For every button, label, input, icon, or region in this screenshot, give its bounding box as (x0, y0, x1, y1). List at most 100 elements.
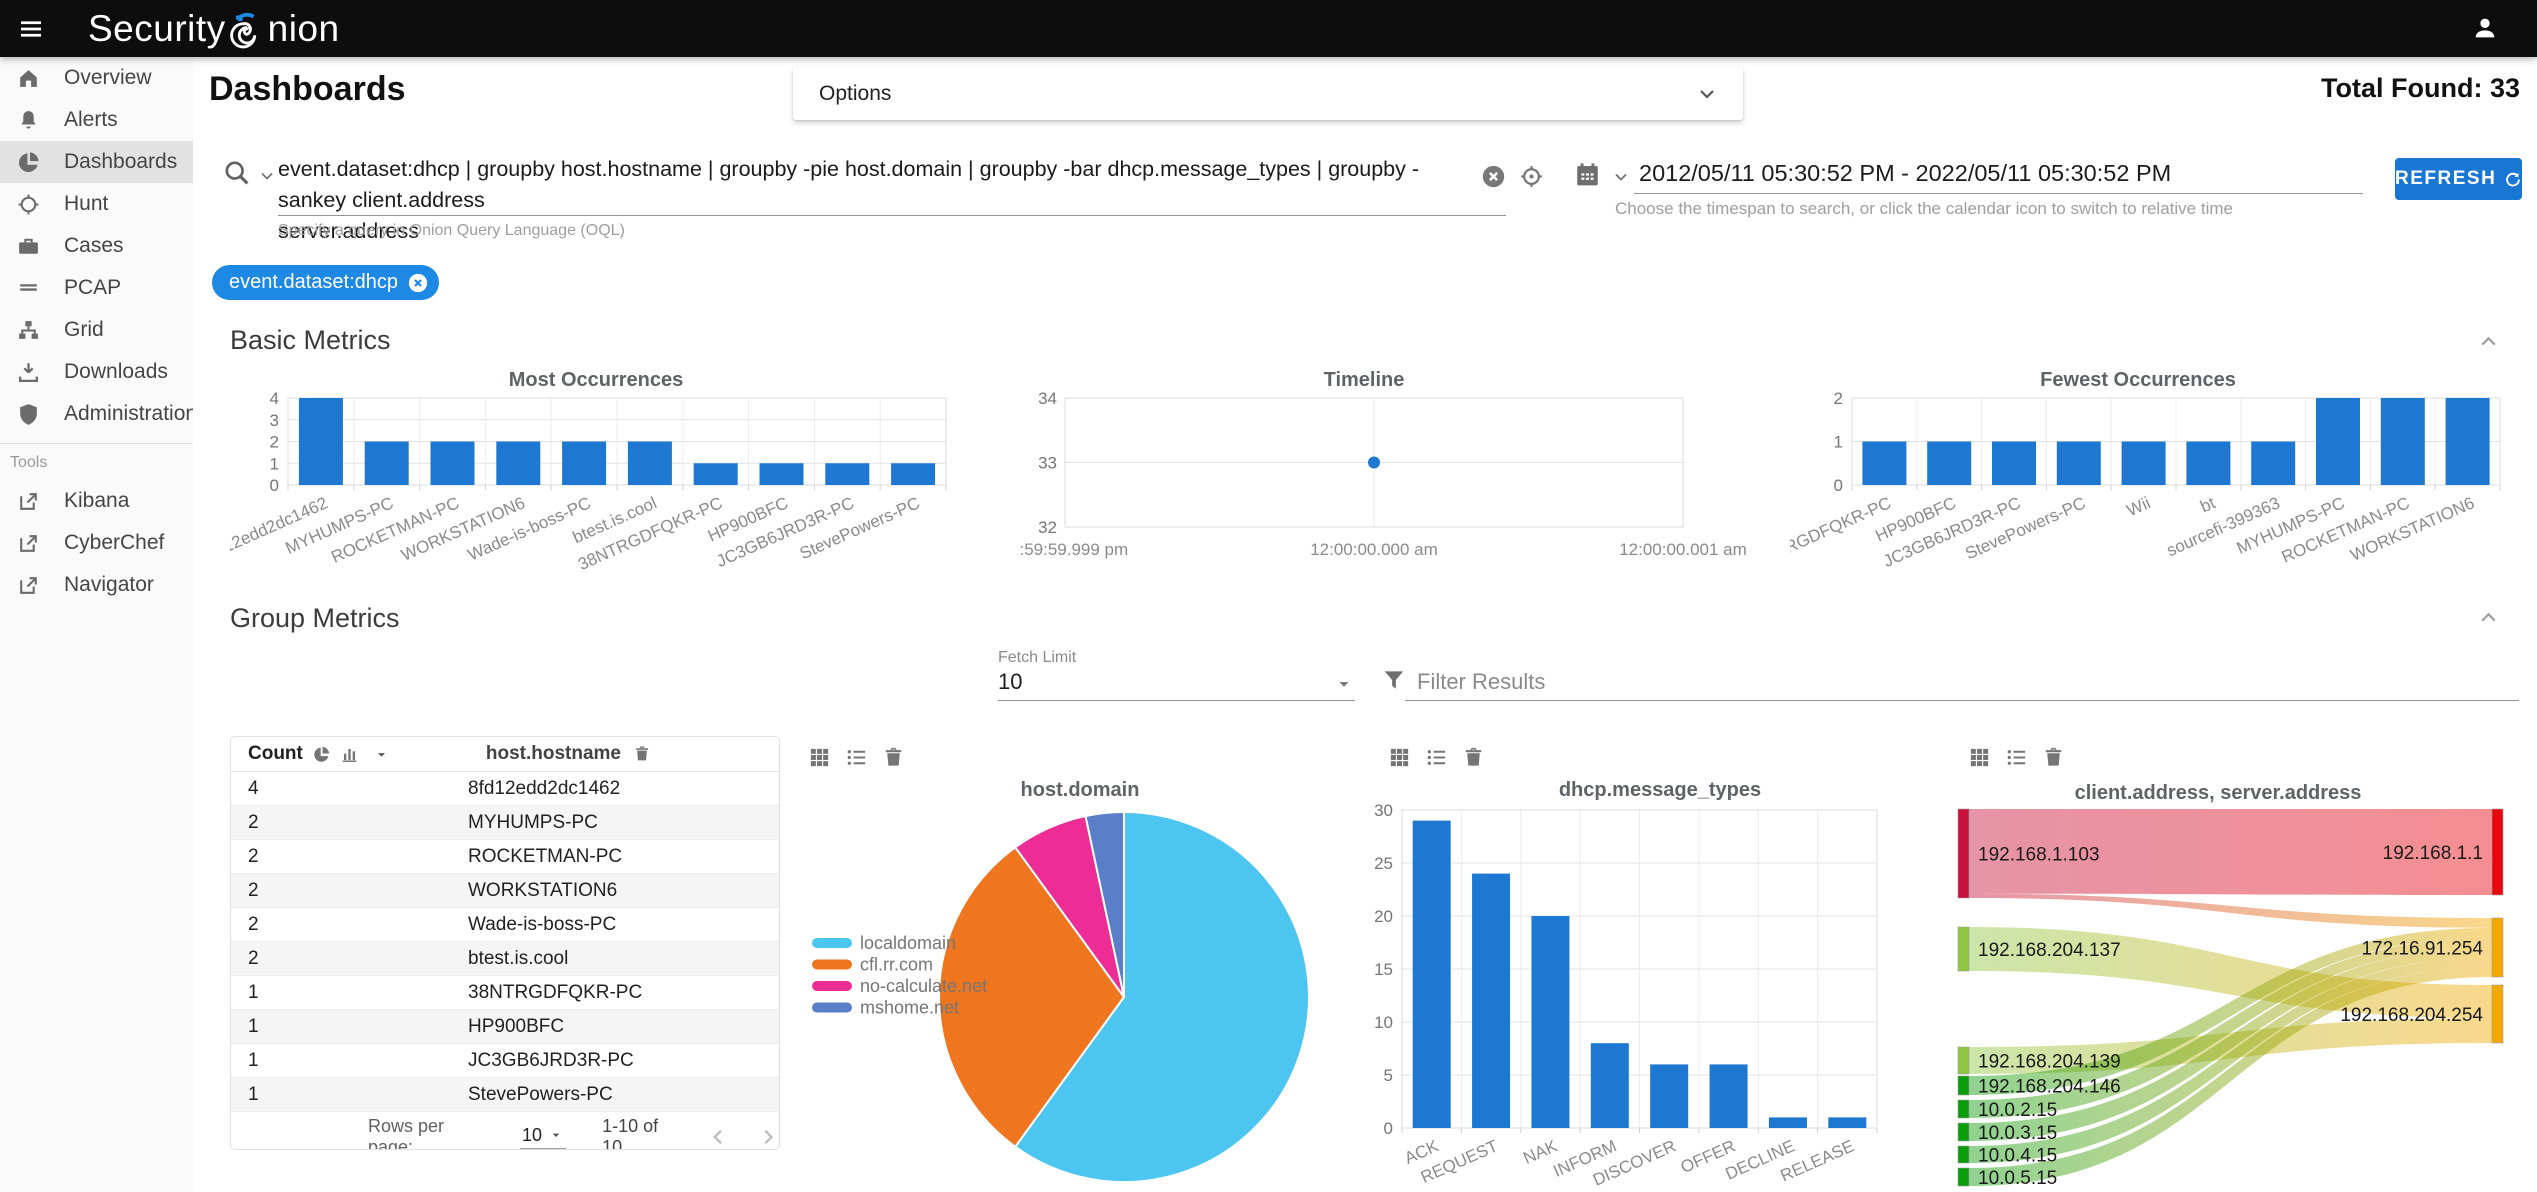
pie-slice[interactable] (1013, 810, 1310, 1183)
group-metrics-collapse-icon[interactable] (2476, 605, 2501, 630)
bar[interactable] (2380, 398, 2425, 485)
sankey-node[interactable] (1957, 926, 1970, 972)
view-as-table-icon[interactable] (1968, 746, 1991, 769)
hostname-column-header[interactable]: host.hostname (485, 743, 621, 764)
pie-slice[interactable] (938, 845, 1126, 1149)
count-column-header[interactable]: Count (248, 743, 303, 764)
bar-chart-toggle-icon[interactable] (340, 745, 359, 764)
bar[interactable] (496, 441, 541, 486)
view-as-list-icon[interactable] (845, 746, 868, 769)
bar[interactable] (1828, 1117, 1867, 1128)
sidebar-item-pcap[interactable]: PCAP (0, 267, 193, 309)
table-row[interactable]: 1 StevePowers-PC (231, 1078, 779, 1112)
bar[interactable] (825, 463, 870, 485)
search-icon[interactable] (222, 158, 251, 187)
bar[interactable] (1862, 441, 1907, 486)
sankey-node[interactable] (2491, 917, 2504, 978)
table-row[interactable]: 2 WORKSTATION6 (231, 874, 779, 908)
table-row[interactable]: 2 btest.is.cool (231, 942, 779, 976)
calendar-icon[interactable] (1573, 160, 1602, 189)
filter-results-input[interactable]: Filter Results (1417, 669, 1546, 694)
sankey-node[interactable] (1957, 1075, 1970, 1096)
table-row[interactable]: 4 8fd12edd2dc1462 (231, 772, 779, 806)
bar[interactable] (1709, 1064, 1748, 1128)
pie-slice[interactable] (1084, 810, 1125, 998)
sidebar-item-cyberchef[interactable]: CyberChef (0, 522, 193, 564)
sidebar-item-overview[interactable]: Overview (0, 57, 193, 99)
sidebar-item-hunt[interactable]: Hunt (0, 183, 193, 225)
bar[interactable] (562, 441, 607, 486)
timespan-range-input[interactable]: 2012/05/11 05:30:52 PM - 2022/05/11 05:3… (1639, 160, 2172, 186)
sidebar-item-downloads[interactable]: Downloads (0, 351, 193, 393)
sankey-node[interactable] (2491, 808, 2504, 896)
sort-caret-icon[interactable] (373, 746, 390, 763)
previous-page-icon[interactable] (707, 1125, 730, 1149)
next-page-icon[interactable] (756, 1125, 779, 1149)
table-row[interactable]: 1 38NTRGDFQKR-PC (231, 976, 779, 1010)
legend-item[interactable]: no-calculate.net (812, 976, 987, 996)
bar[interactable] (430, 441, 475, 486)
remove-panel-trash-icon[interactable] (1462, 746, 1485, 769)
bar[interactable] (891, 463, 936, 485)
actions-target-icon[interactable] (1518, 163, 1545, 190)
bar[interactable] (1472, 873, 1511, 1128)
bar[interactable] (1768, 1117, 1807, 1128)
bar[interactable] (627, 441, 672, 486)
table-row[interactable]: 1 JC3GB6JRD3R-PC (231, 1044, 779, 1078)
sidebar-item-navigator[interactable]: Navigator (0, 564, 193, 606)
sankey-node[interactable] (1957, 1167, 1970, 1187)
fetch-limit-select[interactable]: 10 (998, 669, 1023, 694)
bar[interactable] (2251, 441, 2296, 486)
table-row[interactable]: 2 Wade-is-boss-PC (231, 908, 779, 942)
bar[interactable] (759, 463, 804, 485)
fetch-limit-caret-icon[interactable] (1333, 673, 1355, 695)
sankey-node[interactable] (2491, 984, 2504, 1044)
bar[interactable] (2186, 441, 2231, 486)
bar[interactable] (1650, 1064, 1689, 1128)
bar[interactable] (364, 441, 409, 486)
legend-item[interactable]: cfl.rr.com (812, 955, 933, 975)
sankey-node[interactable] (1957, 1145, 1970, 1164)
query-filter-chip[interactable]: event.dataset:dhcp (212, 265, 440, 300)
sidebar-item-alerts[interactable]: Alerts (0, 99, 193, 141)
sankey-node[interactable] (1957, 1099, 1970, 1119)
options-expansion-panel[interactable]: Options (793, 67, 1743, 120)
query-history-chevron-icon[interactable] (257, 166, 277, 186)
sidebar-item-administration[interactable]: Administration (0, 393, 197, 435)
legend-item[interactable]: localdomain (812, 933, 956, 953)
bar[interactable] (693, 463, 738, 485)
bar[interactable] (1927, 441, 1972, 486)
bar[interactable] (298, 398, 343, 485)
query-text[interactable]: event.dataset:dhcp | groupby host.hostna… (278, 157, 1420, 243)
sidebar-item-grid[interactable]: Grid (0, 309, 193, 351)
sankey-node[interactable] (1957, 1046, 1970, 1075)
bar[interactable] (2445, 398, 2490, 485)
table-row[interactable]: 1 HP900BFC (231, 1010, 779, 1044)
bar[interactable] (1412, 820, 1451, 1128)
bar[interactable] (2316, 398, 2360, 485)
remove-panel-trash-icon[interactable] (2042, 746, 2065, 769)
rows-per-page-select[interactable]: 10 (520, 1125, 567, 1149)
bar[interactable] (1992, 441, 2036, 486)
table-row[interactable]: 2 ROCKETMAN-PC (231, 840, 779, 874)
sidebar-item-cases[interactable]: Cases (0, 225, 193, 267)
bar[interactable] (1590, 1043, 1629, 1128)
user-account-icon[interactable] (2471, 14, 2499, 42)
remove-column-trash-icon[interactable] (633, 745, 651, 763)
view-as-table-icon[interactable] (1388, 746, 1411, 769)
remove-panel-trash-icon[interactable] (882, 746, 905, 769)
sidebar-item-kibana[interactable]: Kibana (0, 480, 193, 522)
hamburger-menu-icon[interactable] (16, 14, 46, 44)
view-as-list-icon[interactable] (1425, 746, 1448, 769)
chip-close-icon[interactable] (407, 272, 429, 294)
clear-query-icon[interactable] (1480, 163, 1507, 190)
pie-chart-toggle-icon[interactable] (312, 745, 331, 764)
view-as-table-icon[interactable] (808, 746, 831, 769)
timespan-chevron-icon[interactable] (1611, 167, 1631, 187)
sidebar-item-dashboards[interactable]: Dashboards (0, 141, 193, 183)
sankey-node[interactable] (1957, 808, 1970, 899)
sankey-node[interactable] (1957, 1122, 1970, 1142)
table-row[interactable]: 2 MYHUMPS-PC (231, 806, 779, 840)
basic-metrics-collapse-icon[interactable] (2476, 329, 2501, 354)
refresh-button[interactable]: REFRESH (2395, 158, 2522, 200)
